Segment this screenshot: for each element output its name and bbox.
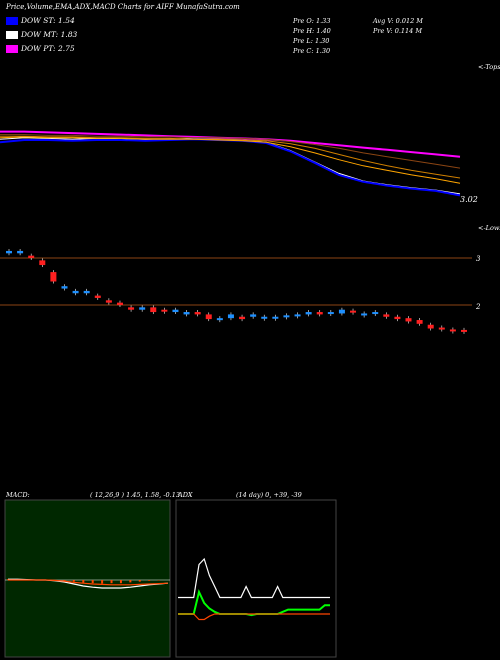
candle-body (316, 312, 323, 315)
legend-dow-pt: DOW PT: 2.75 (6, 45, 75, 53)
candle-body (94, 295, 101, 298)
chart-title: Price,Volume,EMA,ADX,MACD Charts for AIF… (6, 3, 240, 11)
candle-body (350, 310, 357, 313)
candle-body (361, 313, 368, 316)
legend-swatch-dow-pt (6, 45, 18, 53)
candle-body (17, 250, 24, 254)
candle-body (216, 318, 223, 321)
candle-body (449, 329, 456, 332)
candle-body (305, 312, 312, 315)
candle-body (416, 320, 423, 324)
candle-body (272, 316, 279, 319)
prev-low: Pre L: 1.30 (293, 37, 330, 45)
candle-body (239, 316, 246, 320)
candle-body (327, 312, 334, 315)
candle-body (183, 312, 190, 315)
avg-volume: Avg V: 0.012 M (373, 17, 423, 25)
candle-body (139, 307, 146, 310)
candle-body (461, 329, 467, 332)
last-price: 3.02 (460, 195, 478, 204)
candle-body (161, 309, 168, 312)
candle-body (250, 314, 257, 317)
candle-body (261, 316, 268, 319)
candle-body (405, 318, 412, 322)
macd-series-signal (8, 579, 169, 586)
price-ema-4 (0, 136, 461, 184)
adx-panel (175, 499, 337, 658)
prev-volume: Pre V: 0.114 M (373, 27, 423, 35)
adx-params: (14 day) 0, +39, -39 (236, 491, 302, 499)
legend-swatch-dow-st (6, 17, 18, 25)
candle-body (383, 314, 390, 317)
candle-body (294, 314, 301, 317)
candle-body (172, 309, 179, 313)
candle-body (227, 314, 234, 319)
price-ema-3 (0, 135, 461, 179)
prev-open: Pre O: 1.33 (293, 17, 331, 25)
candle-body (150, 307, 157, 313)
candle-body (39, 260, 46, 266)
candle-body (28, 255, 35, 258)
price-ema-5 (0, 134, 461, 169)
legend-dow-mt: DOW MT: 1.83 (6, 31, 77, 39)
candle-body (194, 312, 201, 315)
candle-body (338, 309, 345, 314)
candle-body (394, 316, 401, 320)
prev-close: Pre C: 1.30 (293, 47, 331, 55)
candle-body (50, 272, 57, 282)
candle-body (61, 286, 68, 289)
adx-series-adx (178, 557, 330, 599)
adx-series-di (178, 613, 330, 621)
macd-panel (4, 499, 171, 658)
legend-dow-st: DOW ST: 1.54 (6, 17, 75, 25)
legend-label-dow-st: DOW ST: 1.54 (21, 16, 75, 25)
candle-body (427, 324, 434, 329)
candle-body (116, 302, 123, 305)
candle-body (72, 290, 79, 294)
candle-body (83, 290, 90, 294)
candle-body (372, 312, 379, 315)
price-series-dow-st (0, 138, 461, 197)
candle-body (283, 315, 290, 318)
tops-tag: <-Tops (478, 63, 500, 71)
prev-high: Pre H: 1.40 (293, 27, 331, 35)
legend-label-dow-mt: DOW MT: 1.83 (21, 30, 78, 39)
candle-body (128, 307, 135, 310)
level-label-3: 3 (476, 255, 481, 263)
adx-label: ADX (178, 491, 193, 499)
candle-body (6, 250, 12, 254)
macd-label: MACD: (6, 491, 30, 499)
candle-body (438, 327, 445, 330)
legend-label-dow-pt: DOW PT: 2.75 (21, 44, 75, 53)
macd-params: ( 12,26,9 ) 1.45, 1.58, -0.13 (90, 491, 180, 499)
level-label-2: 2 (476, 303, 481, 311)
legend-swatch-dow-mt (6, 31, 18, 39)
lows-tag: <-Lows (478, 224, 500, 232)
candle-body (105, 300, 112, 303)
candle-body (205, 314, 212, 320)
